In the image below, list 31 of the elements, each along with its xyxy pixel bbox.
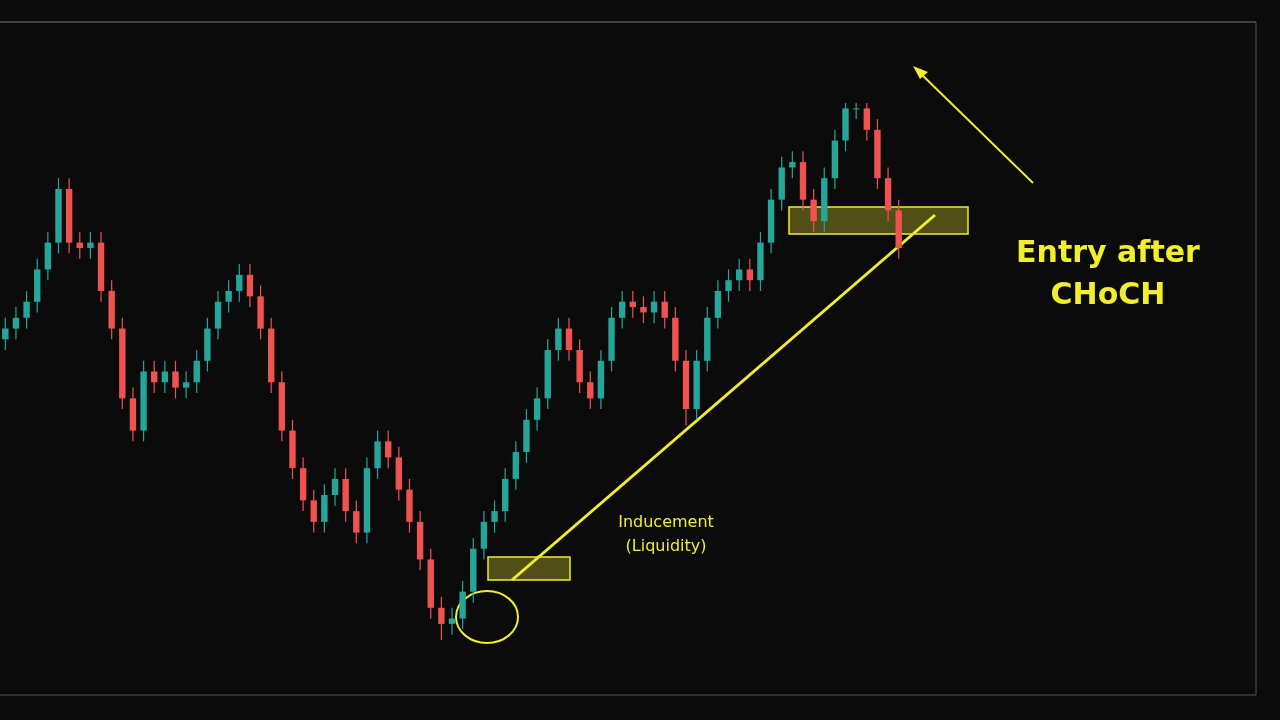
candlestick: [172, 360, 179, 399]
candlestick: [87, 231, 94, 260]
candlestick: [618, 290, 626, 330]
candlestick: [2, 317, 9, 351]
candlestick: [555, 317, 562, 362]
candlestick: [491, 499, 498, 534]
candlestick: [182, 370, 190, 399]
candlestick: [385, 429, 392, 469]
candlestick: [661, 290, 668, 330]
candlestick: [863, 102, 870, 142]
candlestick: [353, 499, 360, 544]
candlestick: [810, 188, 817, 233]
candlestick: [331, 467, 339, 507]
candlestick: [725, 268, 732, 303]
candlestick: [735, 258, 743, 292]
candlestick: [640, 295, 647, 324]
candlestick: [246, 263, 254, 308]
candlestick: [565, 317, 573, 362]
candlestick: [438, 596, 445, 641]
candlestick: [587, 370, 594, 410]
candlestick: [789, 150, 796, 179]
candlestick: [310, 489, 317, 534]
candlestick: [225, 279, 232, 314]
candlestick: [193, 349, 200, 394]
annotation: Inducement (Liquidity): [618, 512, 714, 555]
candlestick: [236, 263, 243, 303]
candlestick: [23, 290, 30, 330]
annotation: Entry after CHoCH: [1016, 234, 1201, 311]
candlestick: [12, 306, 20, 340]
candlestick: [533, 387, 541, 432]
candlestick: [746, 258, 753, 292]
